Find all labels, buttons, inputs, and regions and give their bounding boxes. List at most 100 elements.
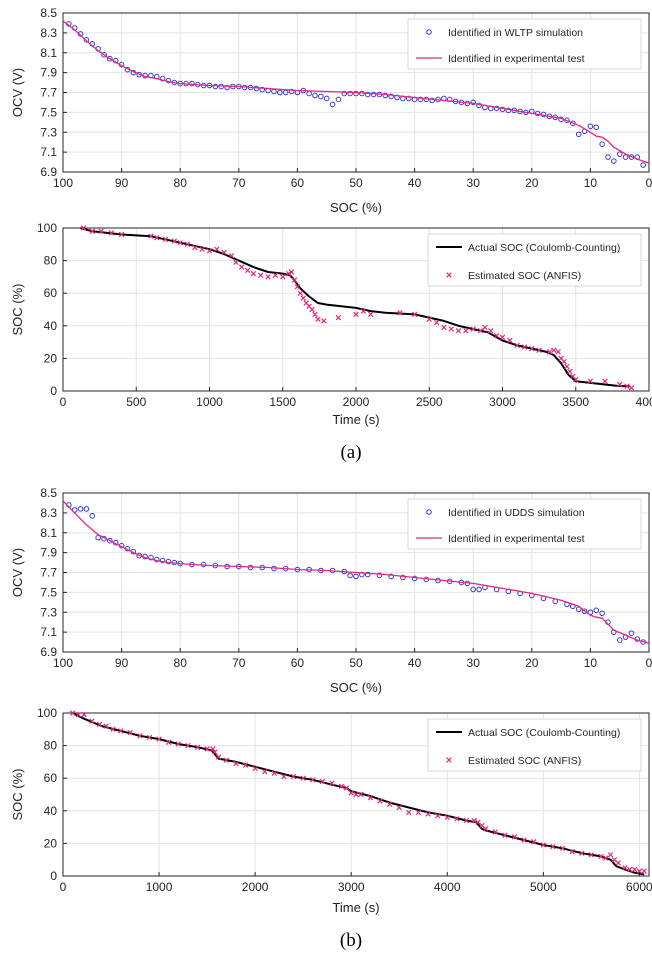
x-tick-label: 5000 xyxy=(530,880,557,894)
x-tick-label: 40 xyxy=(408,656,422,670)
x-tick-label: 3000 xyxy=(489,395,516,409)
x-tick-label: 90 xyxy=(115,656,129,670)
y-tick-label: 8.5 xyxy=(40,6,57,20)
data-point xyxy=(146,734,153,741)
x-tick-label: 50 xyxy=(349,176,363,190)
data-point xyxy=(426,316,432,323)
data-point xyxy=(463,327,469,334)
x-tick-label: 100 xyxy=(53,176,73,190)
series-line xyxy=(62,20,650,164)
data-point xyxy=(470,99,477,106)
legend-label: Identified in experimental test xyxy=(448,53,585,65)
data-point xyxy=(228,252,235,259)
data-point xyxy=(470,326,476,332)
data-point xyxy=(315,316,321,323)
data-point xyxy=(77,506,84,512)
data-point xyxy=(239,264,245,270)
data-point xyxy=(397,310,403,316)
legend-label: Estimated SOC (ANFIS) xyxy=(468,270,581,282)
legend-label: Identified in experimental test xyxy=(448,533,585,545)
x-tick-label: 20 xyxy=(525,656,539,670)
y-tick-label: 40 xyxy=(44,804,58,818)
data-point xyxy=(212,749,218,755)
data-point xyxy=(507,337,513,344)
data-point xyxy=(309,306,315,313)
data-point xyxy=(530,839,537,845)
data-point xyxy=(107,55,113,62)
data-point xyxy=(300,295,306,301)
data-point xyxy=(615,860,621,866)
series-1 xyxy=(80,225,635,391)
data-point xyxy=(499,334,506,340)
data-point xyxy=(338,783,345,790)
y-tick-label: 7.9 xyxy=(40,546,57,560)
data-point xyxy=(224,84,230,91)
y-tick-label: 7.7 xyxy=(40,566,57,580)
plot-frame xyxy=(62,712,650,877)
data-point xyxy=(559,845,566,852)
data-point xyxy=(95,534,101,541)
data-point xyxy=(262,768,268,775)
data-point xyxy=(277,89,283,96)
data-point xyxy=(493,332,500,339)
data-point xyxy=(567,368,573,375)
data-point xyxy=(581,608,588,615)
data-point xyxy=(159,75,166,82)
x-axis-label: SOC (%) xyxy=(330,680,382,695)
data-point xyxy=(561,358,567,365)
data-point xyxy=(388,93,394,100)
y-axis-label: OCV (V) xyxy=(10,548,25,597)
data-point xyxy=(546,349,553,355)
y-tick-label: 0 xyxy=(50,869,57,883)
x-tick-label: 1000 xyxy=(196,395,223,409)
data-point xyxy=(89,228,96,234)
data-point xyxy=(488,327,494,334)
x-tick-label: 1500 xyxy=(269,395,296,409)
data-point xyxy=(281,773,287,780)
data-point xyxy=(215,754,222,760)
data-point xyxy=(118,231,125,238)
data-point xyxy=(323,95,330,102)
data-point xyxy=(622,154,629,160)
data-point xyxy=(329,101,336,108)
data-point xyxy=(288,88,295,95)
data-point xyxy=(359,571,365,578)
data-point xyxy=(117,728,124,734)
x-tick-label: 2000 xyxy=(242,880,269,894)
y-tick-label: 7.3 xyxy=(40,605,57,619)
data-point xyxy=(463,817,470,824)
legend-label: Estimated SOC (ANFIS) xyxy=(468,755,581,767)
y-tick-label: 0 xyxy=(50,384,57,398)
data-point xyxy=(446,96,453,103)
data-point xyxy=(588,852,595,858)
data-point xyxy=(598,853,604,860)
data-point xyxy=(347,572,353,579)
data-point xyxy=(502,832,508,838)
data-point xyxy=(137,733,143,739)
data-point xyxy=(110,726,116,733)
data-point xyxy=(253,85,260,92)
data-point xyxy=(294,283,301,290)
data-point xyxy=(335,314,342,321)
chart-a_soc: 0 500 1000 1500 2000 2500 3000 3500 4000 0 20 40 60 8… xyxy=(10,221,652,427)
legend: Identified in WLTP simulation Identified … xyxy=(407,18,642,70)
data-point xyxy=(148,233,154,239)
x-tick-label: 70 xyxy=(232,656,246,670)
y-tick-label: 20 xyxy=(44,351,58,365)
data-point xyxy=(376,572,383,579)
data-point xyxy=(433,319,440,326)
data-point xyxy=(400,574,406,581)
data-point xyxy=(258,272,264,278)
data-point xyxy=(192,244,198,251)
x-tick-label: 30 xyxy=(467,656,481,670)
data-point xyxy=(492,829,499,835)
data-point xyxy=(83,506,90,512)
x-tick-label: 30 xyxy=(467,176,481,190)
data-point xyxy=(477,327,484,334)
data-point xyxy=(318,93,324,100)
y-tick-label: 8.3 xyxy=(40,506,57,520)
data-point xyxy=(367,311,374,318)
data-point xyxy=(154,235,160,241)
data-point xyxy=(529,345,535,352)
data-point xyxy=(388,573,394,580)
